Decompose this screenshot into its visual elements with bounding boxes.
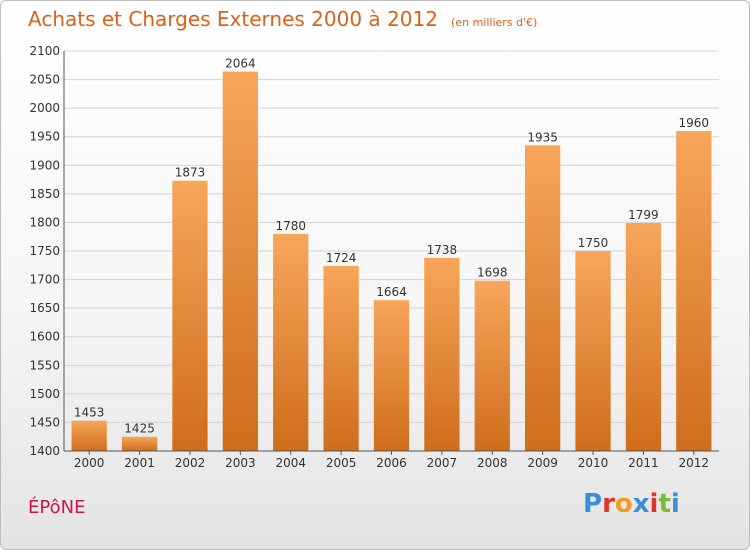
bar-value-label: 1799 xyxy=(628,208,659,222)
x-tick-label: 2008 xyxy=(477,456,508,470)
x-tick-label: 2004 xyxy=(275,456,306,470)
proxiti-logo[interactable]: Proxiti xyxy=(583,489,680,519)
y-tick-label: 1650 xyxy=(29,301,60,315)
y-axis-tick-labels: 1400 1450 1500 1550 1600 1650 1700 1750 1800 1850… xyxy=(29,44,60,458)
bar xyxy=(172,180,208,451)
x-tick-label: 2012 xyxy=(679,456,710,470)
x-tick-label: 2010 xyxy=(578,456,609,470)
x-tick-label: 2011 xyxy=(628,456,659,470)
bar xyxy=(525,145,561,452)
y-tick-label: 1850 xyxy=(29,187,60,201)
bar xyxy=(474,280,510,451)
y-tick-label: 2000 xyxy=(29,101,60,115)
bar xyxy=(575,251,611,451)
x-tick-label: 2005 xyxy=(326,456,357,470)
bar-value-label: 1780 xyxy=(275,219,306,233)
logo-letter: P xyxy=(583,489,603,519)
y-tick-label: 1600 xyxy=(29,330,60,344)
logo-letter: i xyxy=(670,489,680,519)
axes xyxy=(63,51,719,452)
logo-letter: x xyxy=(632,489,650,519)
bar-value-label: 1873 xyxy=(175,166,206,180)
logo-letter: o xyxy=(614,489,633,519)
bar xyxy=(373,300,410,451)
commune-name: ÉPôNE xyxy=(28,497,86,518)
x-tick-label: 2006 xyxy=(376,456,407,470)
x-tick-label: 2000 xyxy=(74,456,105,470)
logo-letter: t xyxy=(658,489,671,519)
bar-value-label: 1664 xyxy=(376,285,407,299)
y-tick-label: 1550 xyxy=(29,358,60,372)
y-tick-label: 1950 xyxy=(29,130,60,144)
y-tick-label: 1700 xyxy=(29,273,60,287)
x-tick-label: 2002 xyxy=(175,456,206,470)
bar xyxy=(323,265,359,451)
bar-value-labels: 1453 1425 1873 2064 1780 1724 1664 1738 1698 1935… xyxy=(74,57,709,436)
logo-letter: i xyxy=(649,489,659,519)
bar-value-label: 1698 xyxy=(477,266,508,280)
bar-value-label: 1960 xyxy=(679,116,710,130)
bar xyxy=(273,233,309,451)
y-tick-label: 2050 xyxy=(29,73,60,87)
bar-value-label: 1935 xyxy=(527,130,558,144)
bar-value-label: 1738 xyxy=(427,243,458,257)
bar-value-label: 1750 xyxy=(578,236,609,250)
bar xyxy=(222,71,258,452)
title-row: Achats et Charges Externes 2000 à 2012 (… xyxy=(28,7,537,31)
y-tick-label: 1450 xyxy=(29,415,60,429)
bar-value-label: 2064 xyxy=(225,57,256,71)
bar xyxy=(676,131,712,451)
x-tick-label: 2003 xyxy=(225,456,256,470)
bar xyxy=(625,223,662,451)
y-tick-label: 1900 xyxy=(29,158,60,172)
chart-title: Achats et Charges Externes 2000 à 2012 xyxy=(28,7,438,31)
x-tick-label: 2001 xyxy=(124,456,155,470)
logo-letter: r xyxy=(602,489,615,519)
x-axis-tick-labels: 2000 2001 2002 2003 2004 2005 2006 2007 2008 2009… xyxy=(74,451,709,470)
bars xyxy=(71,71,712,452)
bar-value-label: 1425 xyxy=(124,422,155,436)
y-tick-label: 1400 xyxy=(29,444,60,458)
bar-value-label: 1453 xyxy=(74,406,105,420)
x-tick-label: 2009 xyxy=(527,456,558,470)
bar xyxy=(121,436,158,451)
y-tick-label: 1500 xyxy=(29,387,60,401)
chart-subtitle: (en milliers d'€) xyxy=(451,16,538,29)
bar xyxy=(71,420,107,451)
y-tick-label: 2100 xyxy=(29,44,60,58)
bar xyxy=(424,257,460,451)
bar-value-label: 1724 xyxy=(326,251,357,265)
y-tick-label: 1750 xyxy=(29,244,60,258)
x-tick-label: 2007 xyxy=(427,456,458,470)
y-tick-label: 1800 xyxy=(29,215,60,229)
